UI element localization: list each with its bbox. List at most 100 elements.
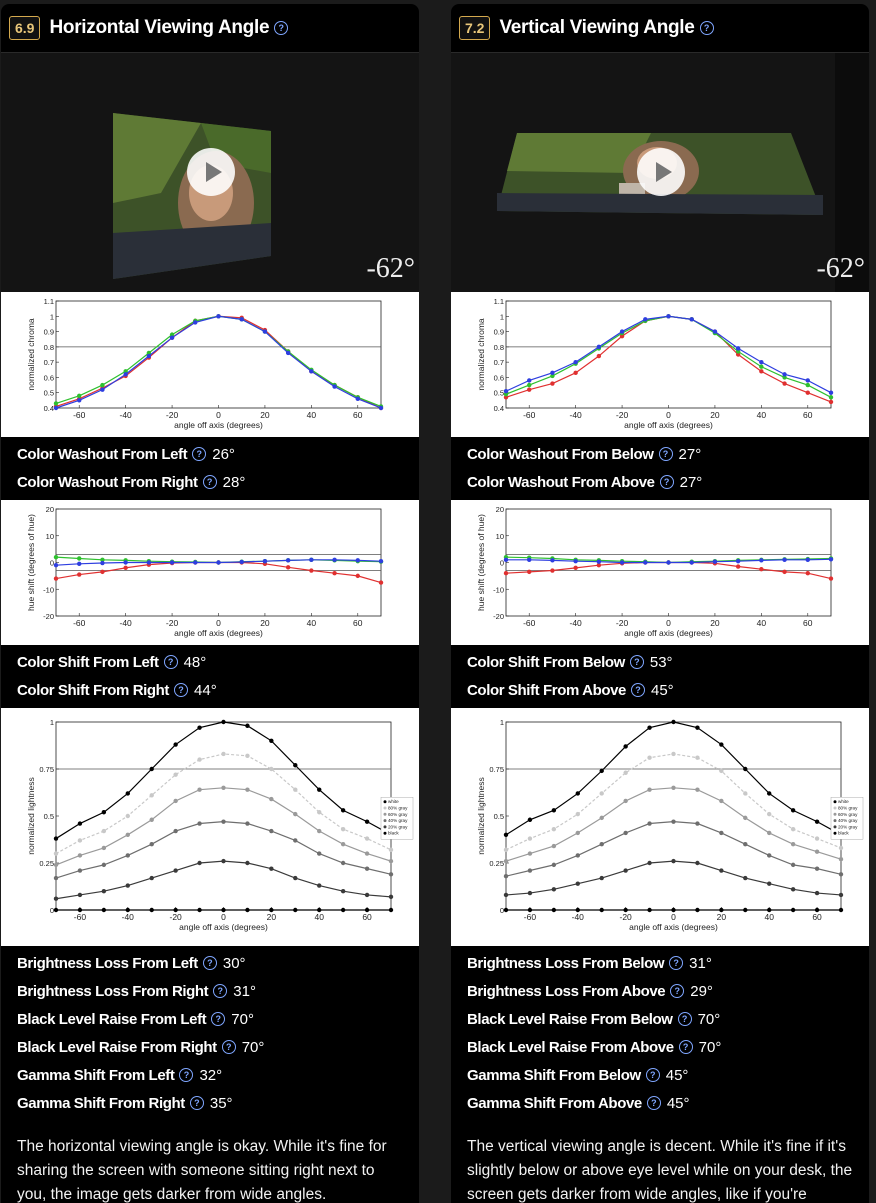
question-circle-icon[interactable]: ? xyxy=(274,21,289,35)
legend-label: 80% gray xyxy=(388,806,408,811)
viewing-angle-video[interactable]: -62° xyxy=(451,53,869,292)
x-tick-label: 20 xyxy=(260,618,270,628)
play-button[interactable] xyxy=(187,148,235,196)
stat-row: Gamma Shift From Above? 45° xyxy=(467,1089,869,1117)
stat-label: Gamma Shift From Right xyxy=(17,1094,185,1112)
data-point xyxy=(364,851,370,856)
question-circle-icon[interactable]: ? xyxy=(659,475,674,489)
question-circle-icon[interactable]: ? xyxy=(629,655,644,669)
data-point xyxy=(838,907,844,913)
data-point xyxy=(647,787,652,792)
data-point xyxy=(719,742,724,747)
data-point xyxy=(828,399,834,405)
data-point xyxy=(575,907,580,913)
data-point xyxy=(623,868,628,873)
question-circle-icon[interactable]: ? xyxy=(179,1068,194,1082)
data-point xyxy=(245,723,250,728)
stat-row: Gamma Shift From Right? 35° xyxy=(17,1089,419,1117)
question-circle-icon[interactable]: ? xyxy=(174,683,189,697)
stat-label: Color Washout From Below xyxy=(467,445,654,463)
data-point xyxy=(101,810,107,815)
y-tick-label: -10 xyxy=(493,585,504,594)
data-point xyxy=(123,369,128,374)
y-tick-label: 0.25 xyxy=(489,859,504,868)
question-circle-icon[interactable]: ? xyxy=(645,1068,660,1082)
data-point xyxy=(269,796,274,802)
y-tick-label: 0.5 xyxy=(44,812,54,821)
data-point xyxy=(712,329,718,334)
data-point xyxy=(805,557,810,563)
data-point xyxy=(838,892,844,898)
data-point xyxy=(743,815,748,821)
question-circle-icon[interactable]: ? xyxy=(669,956,684,970)
data-point xyxy=(197,821,202,826)
stat-label: Brightness Loss From Above xyxy=(467,982,666,1000)
viewing-angle-video[interactable]: -62° xyxy=(1,53,419,292)
x-tick-label: 60 xyxy=(803,618,813,628)
stat-value: 70° xyxy=(231,1010,254,1028)
legend-label: 40% gray xyxy=(838,818,858,823)
data-point xyxy=(805,382,810,388)
data-point xyxy=(695,755,700,760)
question-circle-icon[interactable]: ? xyxy=(221,1040,236,1054)
question-circle-icon[interactable]: ? xyxy=(630,683,645,697)
card-title[interactable]: Vertical Viewing Angle xyxy=(499,17,695,38)
data-point xyxy=(790,887,796,892)
data-point xyxy=(125,832,130,837)
question-circle-icon[interactable]: ? xyxy=(658,447,673,461)
lightness-chart-container: -60 -40 -20 0 20 40 60 0 0.25 0.5 0.75 1 angle off a… xyxy=(451,708,869,946)
question-circle-icon[interactable]: ? xyxy=(202,475,217,489)
card-title[interactable]: Horizontal Viewing Angle xyxy=(49,17,270,38)
data-point xyxy=(149,842,154,847)
y-tick-label: 0.9 xyxy=(494,328,504,337)
data-point xyxy=(293,811,298,817)
data-point xyxy=(173,868,178,873)
data-point xyxy=(527,890,533,896)
play-button[interactable] xyxy=(637,148,685,196)
question-circle-icon[interactable]: ? xyxy=(189,1096,204,1110)
data-point xyxy=(197,757,202,762)
data-point xyxy=(619,560,625,565)
stat-row: Black Level Raise From Above? 70° xyxy=(467,1033,869,1061)
x-axis-label: angle off axis (degrees) xyxy=(629,922,718,932)
data-point xyxy=(527,907,533,913)
x-tick-label: -20 xyxy=(616,618,629,628)
question-circle-icon[interactable]: ? xyxy=(646,1096,661,1110)
question-circle-icon[interactable]: ? xyxy=(699,21,714,35)
data-point xyxy=(317,828,322,834)
y-axis-label: hue shift (degrees of hue) xyxy=(26,514,36,611)
data-point xyxy=(245,787,250,792)
data-point xyxy=(596,562,602,568)
data-point xyxy=(759,359,764,365)
question-circle-icon[interactable]: ? xyxy=(678,1040,693,1054)
question-circle-icon[interactable]: ? xyxy=(192,447,207,461)
data-point xyxy=(388,907,394,913)
data-point xyxy=(53,875,59,881)
data-point xyxy=(619,333,625,339)
description-text: The horizontal viewing angle is okay. Wh… xyxy=(17,1138,387,1203)
question-circle-icon[interactable]: ? xyxy=(163,655,178,669)
data-point xyxy=(197,725,202,730)
x-tick-label: 20 xyxy=(717,912,727,922)
question-circle-icon[interactable]: ? xyxy=(211,1012,226,1026)
data-point xyxy=(239,559,244,565)
question-circle-icon[interactable]: ? xyxy=(677,1012,692,1026)
stat-label: Gamma Shift From Below xyxy=(467,1066,641,1084)
x-tick-label: -60 xyxy=(73,618,86,628)
data-point xyxy=(695,860,700,866)
data-point xyxy=(293,875,298,881)
question-circle-icon[interactable]: ? xyxy=(670,984,685,998)
data-point xyxy=(77,907,83,913)
question-circle-icon[interactable]: ? xyxy=(213,984,228,998)
data-point xyxy=(216,560,221,565)
data-point xyxy=(146,350,152,356)
x-axis-label: angle off axis (degrees) xyxy=(624,628,713,638)
horizontal-lightness-chart: -60 -40 -20 0 20 40 60 0 0.25 0.5 0.75 1 angle off a… xyxy=(26,718,414,932)
legend-marker xyxy=(383,831,387,835)
x-axis-label: angle off axis (degrees) xyxy=(174,628,263,638)
data-point xyxy=(719,768,724,774)
data-point xyxy=(503,571,509,576)
question-circle-icon[interactable]: ? xyxy=(202,956,217,970)
data-point xyxy=(743,907,748,913)
